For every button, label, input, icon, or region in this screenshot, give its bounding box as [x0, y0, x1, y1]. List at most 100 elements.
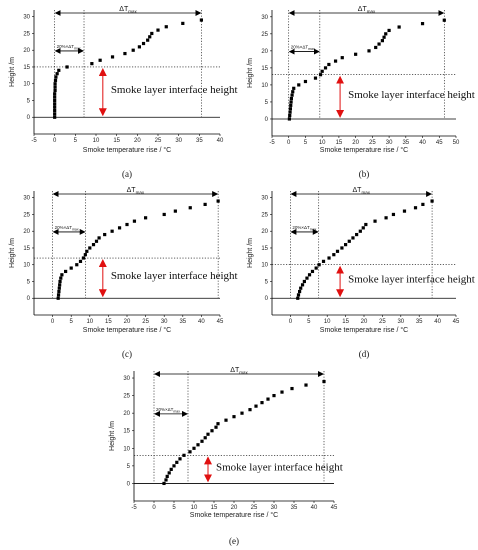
data-point — [65, 65, 69, 69]
x-tick-label: 5 — [172, 505, 176, 511]
data-point — [196, 443, 200, 447]
x-tick-label: 20 — [231, 505, 238, 511]
y-axis-title: Height /m — [109, 421, 116, 451]
data-point — [173, 209, 177, 213]
data-point — [298, 289, 302, 294]
data-point — [272, 393, 276, 398]
data-point — [373, 219, 377, 223]
data-point — [55, 72, 59, 76]
data-point — [75, 263, 79, 267]
y-tick-label: 25 — [123, 394, 130, 400]
x-tick-label: 45 — [453, 319, 460, 325]
data-point — [361, 226, 365, 230]
y-tick-label: 10 — [23, 263, 30, 269]
x-tick-label: 40 — [311, 505, 318, 511]
x-tick-label: 45 — [436, 140, 443, 146]
data-point — [110, 229, 114, 233]
data-point — [355, 232, 359, 237]
x-tick-label: 45 — [331, 505, 338, 511]
data-point — [333, 59, 338, 63]
data-point — [94, 239, 99, 243]
delta-t-text: ΔT — [358, 6, 368, 13]
data-point — [288, 110, 292, 114]
twenty-percent-label: 20%×ΔTmax — [57, 44, 81, 51]
x-tick-label: 40 — [217, 138, 224, 144]
data-point — [53, 112, 57, 116]
data-point — [165, 474, 169, 479]
data-point — [188, 206, 192, 210]
panel-letter: (b) — [359, 169, 370, 179]
data-point — [64, 269, 68, 274]
y-tick-label: 15 — [23, 65, 30, 71]
data-point — [358, 229, 362, 233]
x-axis-title: Smoke temperature rise / °C — [320, 146, 408, 154]
data-point — [322, 379, 326, 384]
data-point — [313, 76, 318, 80]
x-tick-label: -5 — [131, 505, 137, 511]
y-tick-label: 0 — [27, 115, 31, 121]
x-tick-label: 25 — [142, 319, 149, 325]
delta-t-sub: max — [136, 190, 145, 195]
data-point — [203, 436, 207, 440]
data-point — [156, 28, 160, 32]
x-tick-label: 35 — [291, 505, 298, 511]
delta-t-max-label: ΔTmax — [119, 6, 137, 14]
data-point — [181, 21, 185, 26]
data-point — [430, 199, 434, 203]
delta-t-max-label: ΔTmax — [353, 187, 371, 195]
data-point — [53, 108, 57, 113]
y-tick-label: 25 — [261, 32, 268, 38]
data-point — [59, 276, 63, 280]
data-point — [57, 68, 61, 72]
y-tick-label: 25 — [261, 212, 268, 218]
data-point — [175, 460, 179, 464]
data-point — [141, 41, 146, 46]
y-tick-label: 5 — [127, 464, 131, 470]
data-point — [53, 102, 57, 106]
y-tick-label: 25 — [23, 212, 30, 218]
x-tick-label: 25 — [251, 505, 258, 511]
data-point — [307, 273, 312, 277]
chart-panel: -5 0 5 10 15 20 25 30 35 40 45 50051015202530Smoke … — [247, 6, 475, 179]
y-tick-label: 30 — [123, 376, 130, 382]
y-tick-label: 0 — [265, 296, 269, 302]
data-point — [53, 78, 58, 82]
data-point — [310, 269, 315, 274]
data-point — [332, 253, 336, 257]
data-point — [172, 464, 176, 468]
x-tick-label: 20 — [361, 319, 368, 325]
y-tick-label: 10 — [123, 446, 130, 452]
twenty-percent-label: 20%×ΔTmax — [291, 45, 315, 52]
x-tick-label: 5 — [304, 140, 308, 146]
y-tick-label: 30 — [23, 15, 30, 21]
data-point — [287, 117, 291, 121]
data-point — [192, 446, 196, 450]
interface-height-label: Smoke layer interface height — [111, 270, 238, 282]
x-tick-label: 20 — [352, 140, 359, 146]
x-axis-title: Smoke temperature rise / °C — [320, 326, 408, 334]
data-point — [254, 404, 258, 408]
data-point — [289, 100, 293, 104]
data-point — [53, 95, 57, 99]
y-tick-label: 20 — [123, 411, 130, 417]
data-point — [351, 236, 355, 240]
x-tick-label: 10 — [191, 505, 198, 511]
data-point — [56, 293, 61, 297]
delta-t-sub: max — [367, 9, 376, 14]
x-tick-label: 15 — [113, 138, 120, 144]
data-point — [56, 296, 60, 300]
panel-letter: (c) — [122, 349, 132, 359]
y-tick-label: 30 — [23, 196, 30, 202]
data-point — [292, 86, 296, 90]
x-tick-label: 25 — [379, 319, 386, 325]
data-point — [327, 62, 331, 67]
data-point — [318, 73, 323, 77]
data-point — [260, 401, 264, 405]
data-point — [248, 408, 252, 412]
y-tick-label: 5 — [27, 98, 31, 104]
data-point — [442, 18, 446, 22]
data-point — [53, 92, 57, 96]
x-tick-label: 10 — [319, 140, 326, 146]
data-point — [340, 246, 344, 250]
